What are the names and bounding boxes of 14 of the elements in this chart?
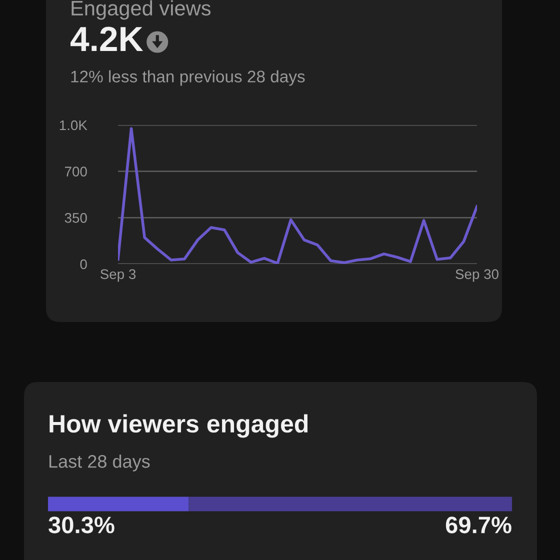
x-tick-label: Sep 3	[100, 269, 136, 282]
y-tick-label: 350	[64, 213, 87, 223]
text: 12% less than previous 28 days	[71, 70, 305, 86]
chart-title: How viewers engaged	[50, 414, 308, 438]
y-tick-label: 1.0K	[60, 120, 88, 130]
line-series	[118, 127, 477, 264]
chart-subtitle: 4.2K	[70, 26, 144, 51]
chart-subtitle: Last 28 days	[49, 454, 150, 472]
x-tick-label: Sep 30	[456, 269, 498, 282]
data-label: 69.7%	[446, 516, 512, 534]
data-label: 30.3%	[48, 516, 114, 534]
chart-title: Engaged views	[72, 0, 211, 20]
y-tick-label: 0	[80, 259, 87, 270]
y-tick-label: 700	[64, 166, 87, 177]
